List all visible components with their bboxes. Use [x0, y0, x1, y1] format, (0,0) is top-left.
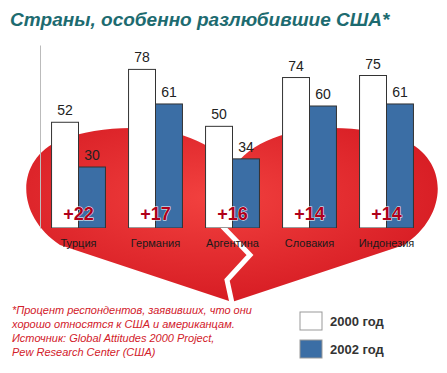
x-tick: Индонезия [359, 230, 415, 249]
data-label: 61 [392, 84, 408, 100]
difference-label: +17 [140, 204, 171, 224]
footnote: *Процент респондентов, заявивших, что он… [11, 304, 252, 358]
footnote-line: Pew Research Center (США) [12, 346, 156, 358]
x-tick-label: Индонезия [359, 237, 415, 249]
legend-label: 2002 год [330, 342, 385, 357]
data-label: 75 [365, 56, 381, 72]
legend: 2000 год 2002 год [300, 312, 385, 358]
legend-swatch [300, 340, 322, 358]
footnote-line: хорошо относятся к США и американцам. [11, 318, 235, 330]
x-tick-label: Словакия [285, 237, 334, 249]
x-tick-label: Аргентина [206, 237, 260, 249]
difference-label: +14 [371, 204, 402, 224]
data-label: 30 [84, 147, 100, 163]
footnote-line: *Процент респондентов, заявивших, что он… [12, 304, 252, 316]
y-axis [40, 46, 41, 229]
x-tick: Аргентина [206, 230, 260, 249]
x-tick: Словакия [285, 230, 334, 249]
title: Страны, особенно разлюбившие США* [10, 9, 391, 30]
legend-item: 2000 год [300, 312, 385, 330]
legend-swatch [300, 312, 322, 330]
x-tick: Германия [131, 230, 180, 249]
x-tick: Турция [61, 230, 97, 249]
x-tick-label: Турция [61, 237, 97, 249]
data-label: 78 [134, 49, 150, 65]
chart: Страны, особенно разлюбившие США* 52 78 50 7… [0, 0, 447, 373]
difference-label: +16 [217, 204, 248, 224]
y-axis-line [40, 46, 41, 229]
annotations: +22 +17 +16 +14 +14 [63, 204, 402, 224]
x-tick-label: Германия [131, 237, 180, 249]
footnote-line: Источник: Global Attitudes 2000 Project, [12, 332, 214, 344]
difference-label: +22 [63, 204, 94, 224]
data-label: 50 [211, 106, 227, 122]
difference-label: +14 [294, 204, 325, 224]
data-label: 74 [288, 58, 304, 74]
legend-label: 2000 год [330, 314, 385, 329]
bars [52, 69, 414, 228]
data-label: 52 [57, 102, 73, 118]
legend-item: 2002 год [300, 340, 385, 358]
data-labels: 52 78 50 74 75 30 61 34 60 61 [57, 49, 408, 163]
data-label: 61 [161, 84, 177, 100]
data-label: 34 [238, 139, 254, 155]
data-label: 60 [315, 86, 331, 102]
x-axis: Турция Германия Аргентина Словакия Индонезия [61, 230, 415, 249]
